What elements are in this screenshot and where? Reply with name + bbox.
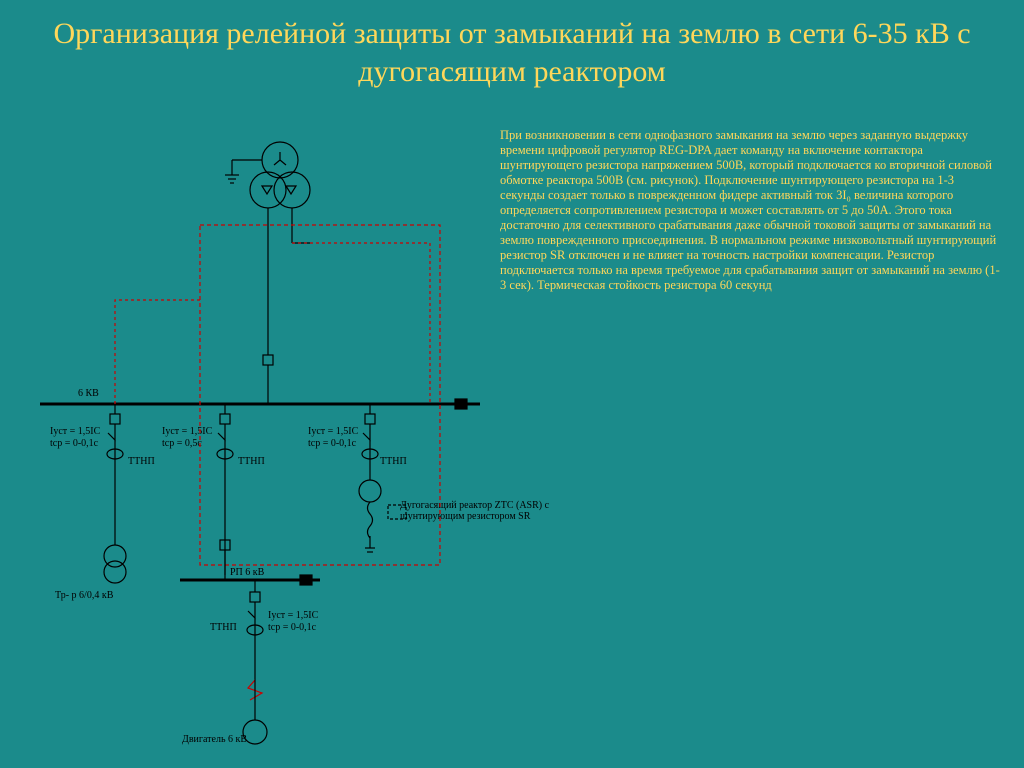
single-line-diagram [0, 0, 1024, 768]
